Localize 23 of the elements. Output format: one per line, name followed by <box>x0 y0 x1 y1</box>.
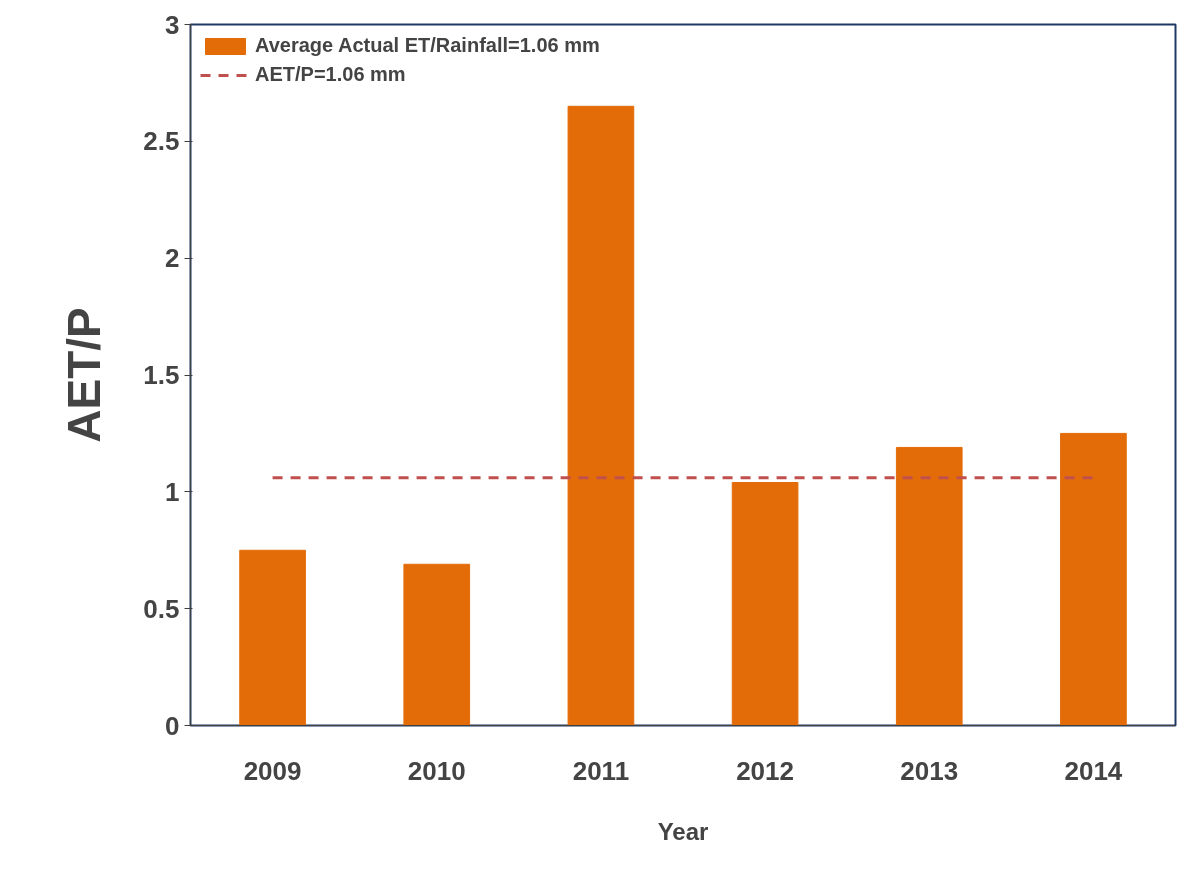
y-tick-label: 2 <box>165 243 180 274</box>
x-tick-label: 2012 <box>736 755 795 786</box>
y-tick-label: 2.5 <box>143 126 180 157</box>
x-tick-label: 2011 <box>572 755 630 786</box>
y-tick-label: 1 <box>165 476 180 507</box>
x-axis-title: Year <box>657 817 709 845</box>
y-tick-label: 0 <box>165 710 180 741</box>
bar <box>1060 432 1127 726</box>
x-tick-label: 2014 <box>1064 755 1123 786</box>
y-tick-label: 0.5 <box>143 593 180 624</box>
y-tick-label: 3 <box>165 9 180 40</box>
bar <box>239 549 306 726</box>
bar <box>895 446 963 726</box>
x-tick-label: 2009 <box>243 755 302 786</box>
y-tick-label: 1.5 <box>143 360 180 390</box>
x-tick-label: 2013 <box>900 755 959 786</box>
y-axis-title: AET/P <box>58 307 111 443</box>
bar <box>567 105 635 726</box>
bar <box>731 481 799 726</box>
x-tick-label: 2010 <box>407 755 466 786</box>
legend-label: AET/P=1.06 mm <box>255 63 406 86</box>
bar <box>403 563 471 726</box>
legend-label: Average Actual ET/Rainfall=1.06 mm <box>255 34 600 57</box>
